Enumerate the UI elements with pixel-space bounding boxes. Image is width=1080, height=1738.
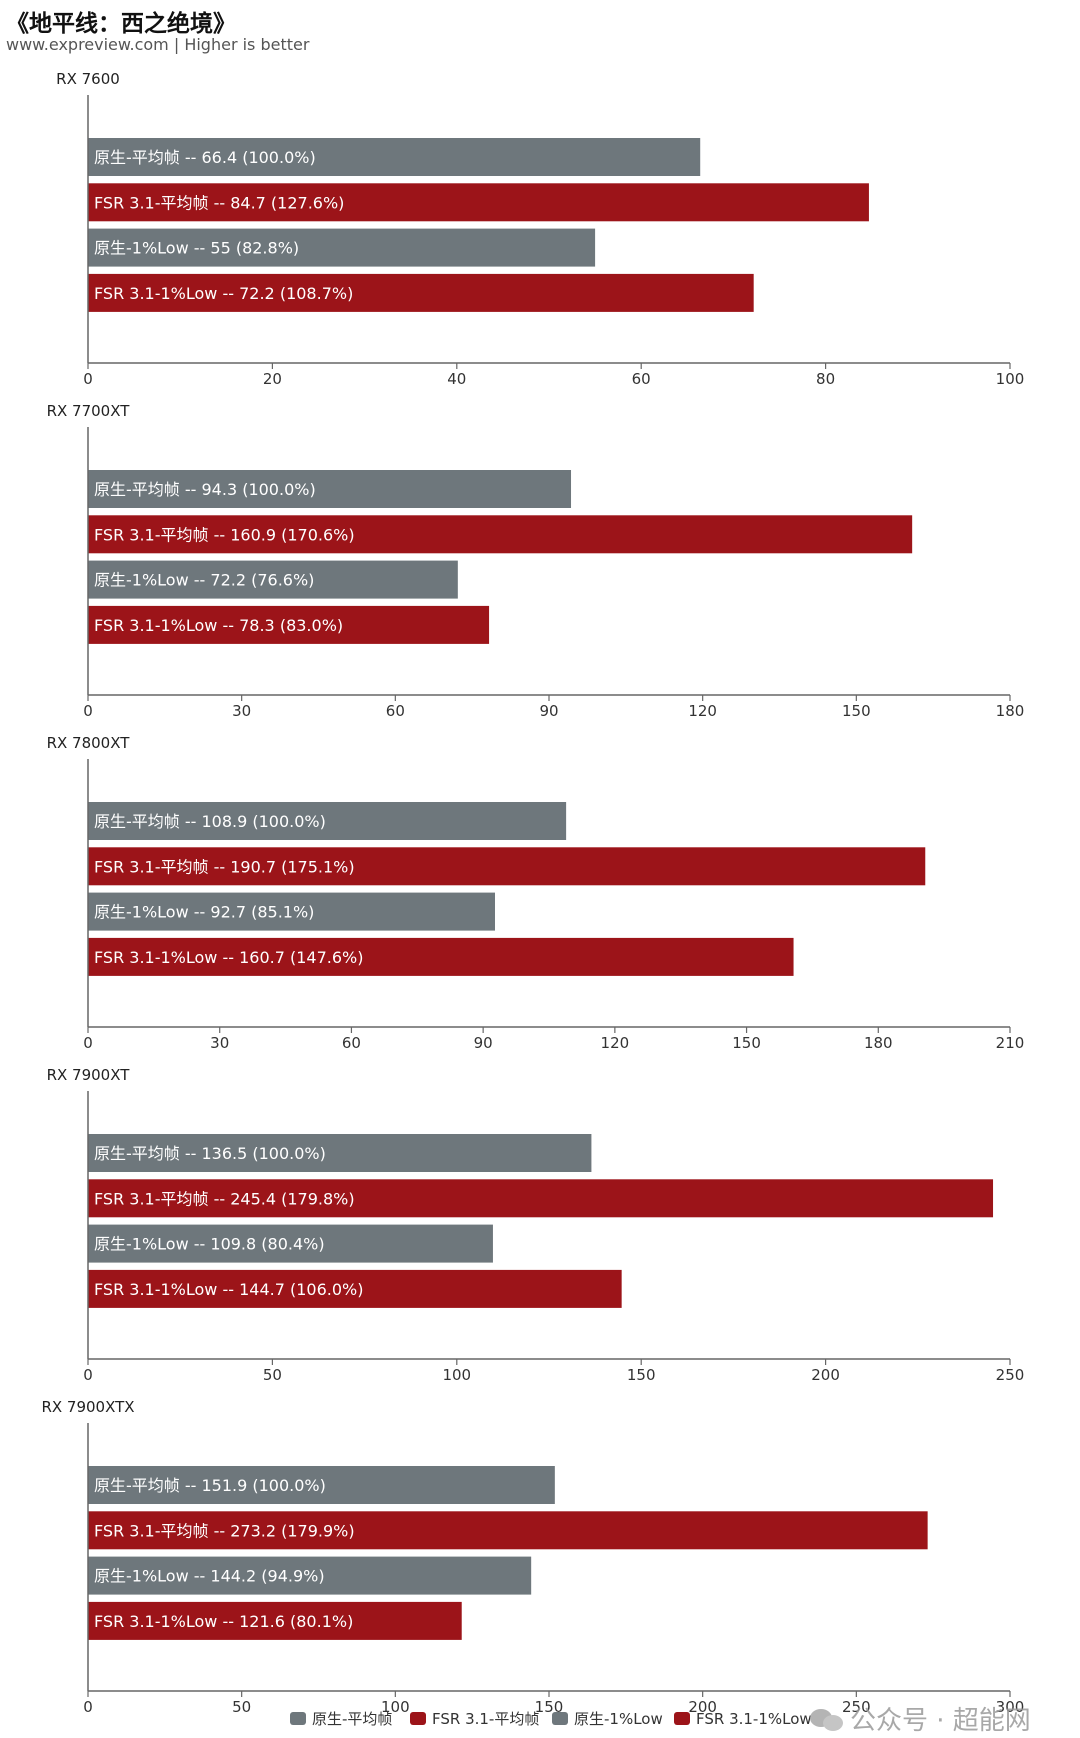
legend-swatch: [410, 1712, 426, 1725]
x-tick-label: 100: [442, 1366, 471, 1384]
x-tick-label: 50: [232, 1698, 251, 1716]
x-tick-label: 200: [811, 1366, 840, 1384]
bar: [88, 138, 701, 176]
chart-panel: RX 7900XT 原生-平均帧 -- 136.5 (100.0%) FSR 3.1…: [47, 1066, 1025, 1384]
bar: [88, 470, 572, 508]
bar-label: FSR 3.1-1%Low -- 160.7 (147.6%): [94, 948, 364, 967]
x-tick-label: 180: [864, 1034, 893, 1052]
x-tick-label: 60: [342, 1034, 361, 1052]
watermark-text: 公众号 · 超能网: [850, 1706, 1031, 1736]
gpu-label: RX 7900XTX: [41, 1398, 134, 1416]
legend-swatch: [552, 1712, 568, 1725]
x-tick-label: 0: [83, 1034, 93, 1052]
bar: [88, 1466, 555, 1504]
x-tick-label: 40: [447, 370, 466, 388]
x-tick-label: 100: [381, 1698, 410, 1716]
x-tick-label: 150: [535, 1698, 564, 1716]
x-tick-label: 300: [996, 1698, 1025, 1716]
bar-label: FSR 3.1-平均帧 -- 84.7 (127.6%): [94, 193, 344, 212]
legend: 原生-平均帧 FSR 3.1-平均帧 原生-1%Low FSR 3.1-1%Low: [290, 1710, 812, 1728]
x-tick-label: 60: [632, 370, 651, 388]
bar: [88, 892, 495, 931]
x-tick-label: 150: [842, 702, 871, 720]
x-tick-label: 60: [386, 702, 405, 720]
gpu-label: RX 7700XT: [47, 402, 131, 420]
chart-panel: RX 7800XT 原生-平均帧 -- 108.9 (100.0%) FSR 3.1…: [47, 734, 1025, 1052]
watermark: 公众号 · 超能网: [810, 1700, 1031, 1737]
bar-label: FSR 3.1-1%Low -- 72.2 (108.7%): [94, 284, 353, 303]
bar-label: FSR 3.1-1%Low -- 121.6 (80.1%): [94, 1612, 353, 1631]
bar-label: 原生-1%Low -- 109.8 (80.4%): [94, 1235, 325, 1254]
x-tick-label: 80: [816, 370, 835, 388]
x-tick-label: 90: [539, 702, 558, 720]
bar-label: FSR 3.1-1%Low -- 78.3 (83.0%): [94, 616, 343, 635]
legend-item: FSR 3.1-1%Low: [696, 1710, 812, 1728]
x-tick-label: 150: [627, 1366, 656, 1384]
bar-label: FSR 3.1-平均帧 -- 190.7 (175.1%): [94, 857, 355, 876]
bar-label: FSR 3.1-平均帧 -- 160.9 (170.6%): [94, 525, 355, 544]
bar-label: 原生-平均帧 -- 66.4 (100.0%): [94, 148, 316, 167]
x-tick-label: 90: [474, 1034, 493, 1052]
bar: [88, 1224, 493, 1263]
x-tick-label: 30: [210, 1034, 229, 1052]
bar-label: FSR 3.1-平均帧 -- 273.2 (179.9%): [94, 1521, 355, 1540]
chart-subtitle: www.expreview.com | Higher is better: [6, 35, 310, 54]
bar-label: 原生-平均帧 -- 136.5 (100.0%): [94, 1144, 326, 1163]
bar: [88, 1269, 622, 1308]
bar: [88, 228, 596, 267]
bar: [88, 560, 458, 599]
x-tick-label: 210: [996, 1034, 1025, 1052]
gpu-label: RX 7900XT: [47, 1066, 131, 1084]
bar: [88, 515, 913, 554]
bar: [88, 183, 869, 222]
bar: [88, 1511, 928, 1550]
bar: [88, 1179, 994, 1218]
bar-label: FSR 3.1-1%Low -- 144.7 (106.0%): [94, 1280, 364, 1299]
bar-label: 原生-1%Low -- 92.7 (85.1%): [94, 903, 314, 922]
bar-label: 原生-平均帧 -- 94.3 (100.0%): [94, 480, 316, 499]
x-tick-label: 20: [263, 370, 282, 388]
bar: [88, 1601, 462, 1640]
bar: [88, 1556, 532, 1595]
x-tick-label: 0: [83, 1366, 93, 1384]
x-tick-label: 100: [996, 370, 1025, 388]
chart-panel: RX 7700XT 原生-平均帧 -- 94.3 (100.0%) FSR 3.1-…: [47, 402, 1025, 720]
legend-item: FSR 3.1-平均帧: [432, 1710, 539, 1728]
wechat-icon: [810, 1705, 844, 1733]
legend-item: 原生-平均帧: [312, 1710, 392, 1728]
x-tick-label: 200: [688, 1698, 717, 1716]
bar: [88, 847, 926, 886]
x-tick-label: 0: [83, 1698, 93, 1716]
bar: [88, 605, 490, 644]
x-tick-label: 180: [996, 702, 1025, 720]
bar: [88, 273, 754, 312]
x-tick-label: 120: [601, 1034, 630, 1052]
x-tick-label: 250: [842, 1698, 871, 1716]
gpu-label: RX 7800XT: [47, 734, 131, 752]
chart-panel: RX 7900XTX 原生-平均帧 -- 151.9 (100.0%) FSR 3.…: [41, 1398, 1024, 1716]
bar: [88, 937, 794, 976]
bar-label: 原生-平均帧 -- 108.9 (100.0%): [94, 812, 326, 831]
chart-panel: RX 7600 原生-平均帧 -- 66.4 (100.0%) FSR 3.1-平均…: [56, 70, 1024, 388]
bar-label: 原生-1%Low -- 55 (82.8%): [94, 239, 299, 258]
bar: [88, 802, 567, 840]
x-tick-label: 0: [83, 370, 93, 388]
x-tick-label: 30: [232, 702, 251, 720]
x-tick-label: 150: [732, 1034, 761, 1052]
legend-swatch: [290, 1712, 306, 1725]
bar-label: 原生-平均帧 -- 151.9 (100.0%): [94, 1476, 326, 1495]
chart-title: 《地平线：西之绝境》: [6, 11, 236, 37]
legend-swatch: [674, 1712, 690, 1725]
bar: [88, 1134, 592, 1172]
bar-label: 原生-1%Low -- 144.2 (94.9%): [94, 1567, 325, 1586]
x-tick-label: 0: [83, 702, 93, 720]
gpu-label: RX 7600: [56, 70, 120, 88]
bar-label: 原生-1%Low -- 72.2 (76.6%): [94, 571, 314, 590]
x-tick-label: 50: [263, 1366, 282, 1384]
bar-label: FSR 3.1-平均帧 -- 245.4 (179.8%): [94, 1189, 355, 1208]
legend-item: 原生-1%Low: [574, 1710, 663, 1728]
x-tick-label: 250: [996, 1366, 1025, 1384]
x-tick-label: 120: [688, 702, 717, 720]
